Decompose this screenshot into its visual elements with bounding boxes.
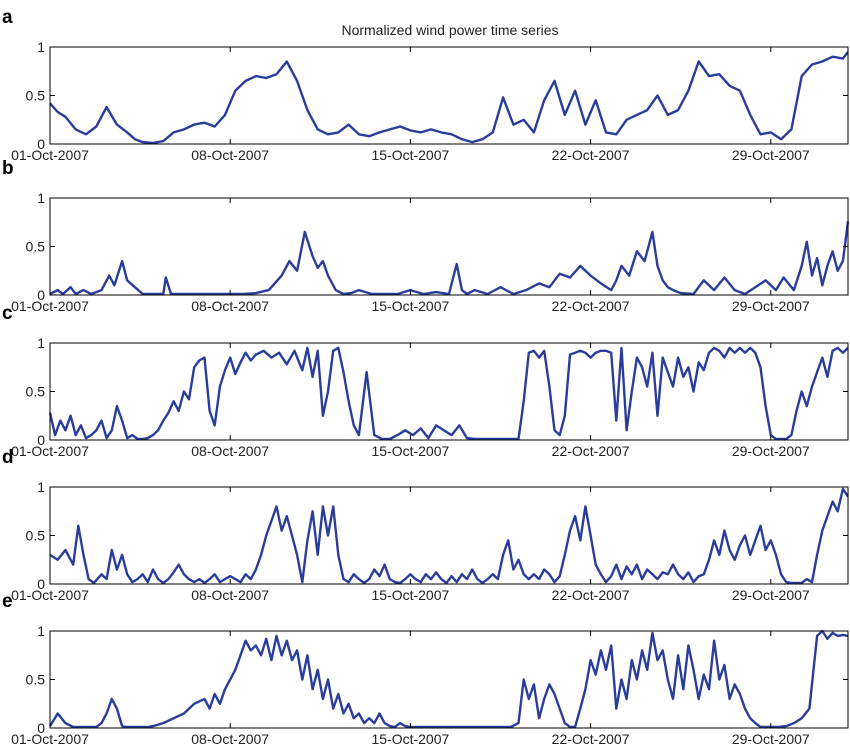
x-tick-label-a: 29-Oct-2007 <box>732 147 810 163</box>
x-tick-label-c: 01-Oct-2007 <box>11 443 89 459</box>
series-line-e <box>48 629 849 729</box>
x-tick-label-e: 08-Oct-2007 <box>191 731 269 747</box>
x-tick-label-d: 01-Oct-2007 <box>11 587 89 603</box>
y-tick-label-e: 0.5 <box>26 672 46 688</box>
panel-c: c 0 0.5 1 01-Oct-2007 08-Oct-2007 15-Oct-2007 2… <box>2 303 849 459</box>
x-tick-label-c: 08-Oct-2007 <box>191 443 269 459</box>
x-tick-label-d: 08-Oct-2007 <box>191 587 269 603</box>
x-tick-label-a: 08-Oct-2007 <box>191 147 269 163</box>
x-tick-label-c: 15-Oct-2007 <box>371 443 449 459</box>
x-tick-label-a: 01-Oct-2007 <box>11 147 89 163</box>
x-tick-label-b: 01-Oct-2007 <box>11 298 89 314</box>
panel-letter-e: e <box>2 591 13 612</box>
y-tick-label-c: 0 <box>37 432 45 448</box>
axes-box-a <box>49 46 849 145</box>
series-line-b <box>49 221 850 296</box>
x-tick-label-c: 22-Oct-2007 <box>552 443 630 459</box>
y-tick-label-c: 0.5 <box>26 384 46 400</box>
panel-d: d 0 0.5 1 01-Oct-2007 08-Oct-2007 15-Oct-2007 2… <box>2 447 850 603</box>
x-tick-label-a: 15-Oct-2007 <box>371 147 449 163</box>
x-tick-label-d: 22-Oct-2007 <box>552 587 630 603</box>
y-tick-label-c: 1 <box>37 335 45 351</box>
x-tick-label-b: 22-Oct-2007 <box>552 298 630 314</box>
panel-e: e 0 0.5 1 01-Oct-2007 08-Oct-2007 15-Oct-2007 2… <box>2 591 849 747</box>
x-tick-label-e: 15-Oct-2007 <box>371 731 449 747</box>
panel-letter-c: c <box>2 303 13 324</box>
panel-letter-a: a <box>2 7 13 28</box>
panels-group: a 0 0.5 1 01-Oct-2007 08-Oct-2007 15-Oct-2007 2… <box>2 7 850 747</box>
axes-box-d <box>49 486 849 585</box>
series-line-c <box>48 346 849 441</box>
x-tick-label-e: 22-Oct-2007 <box>552 731 630 747</box>
series-line-a <box>49 51 849 145</box>
y-tick-label-d: 0.5 <box>26 528 46 544</box>
y-tick-label-a: 0 <box>37 136 45 152</box>
x-tick-label-b: 29-Oct-2007 <box>732 298 810 314</box>
chart-title: Normalized wind power time series <box>341 22 558 38</box>
y-tick-label-b: 1 <box>37 190 45 206</box>
axes-box-c <box>49 342 849 441</box>
y-tick-label-a: 0.5 <box>26 88 46 104</box>
y-tick-label-e: 1 <box>37 623 45 639</box>
x-tick-label-e: 01-Oct-2007 <box>11 731 89 747</box>
axes-box-e <box>49 630 849 729</box>
x-tick-label-e: 29-Oct-2007 <box>732 731 810 747</box>
x-tick-label-a: 22-Oct-2007 <box>552 147 630 163</box>
y-tick-label-d: 1 <box>37 479 45 495</box>
y-tick-label-a: 1 <box>37 39 45 55</box>
y-tick-label-e: 0 <box>37 720 45 736</box>
panel-b: b 0 0.5 1 01-Oct-2007 08-Oct-2007 15-Oct-2007 2… <box>2 158 850 314</box>
x-tick-label-b: 08-Oct-2007 <box>191 298 269 314</box>
panel-a: a 0 0.5 1 01-Oct-2007 08-Oct-2007 15-Oct-2007 2… <box>2 7 849 163</box>
x-tick-label-c: 29-Oct-2007 <box>732 443 810 459</box>
y-tick-label-d: 0 <box>37 576 45 592</box>
x-tick-label-d: 15-Oct-2007 <box>371 587 449 603</box>
x-tick-label-b: 15-Oct-2007 <box>371 298 449 314</box>
series-line-d <box>49 487 850 585</box>
y-tick-label-b: 0.5 <box>26 239 46 255</box>
y-tick-label-b: 0 <box>37 287 45 303</box>
panel-letter-d: d <box>2 447 14 468</box>
x-tick-label-d: 29-Oct-2007 <box>732 587 810 603</box>
panel-letter-b: b <box>2 158 14 179</box>
